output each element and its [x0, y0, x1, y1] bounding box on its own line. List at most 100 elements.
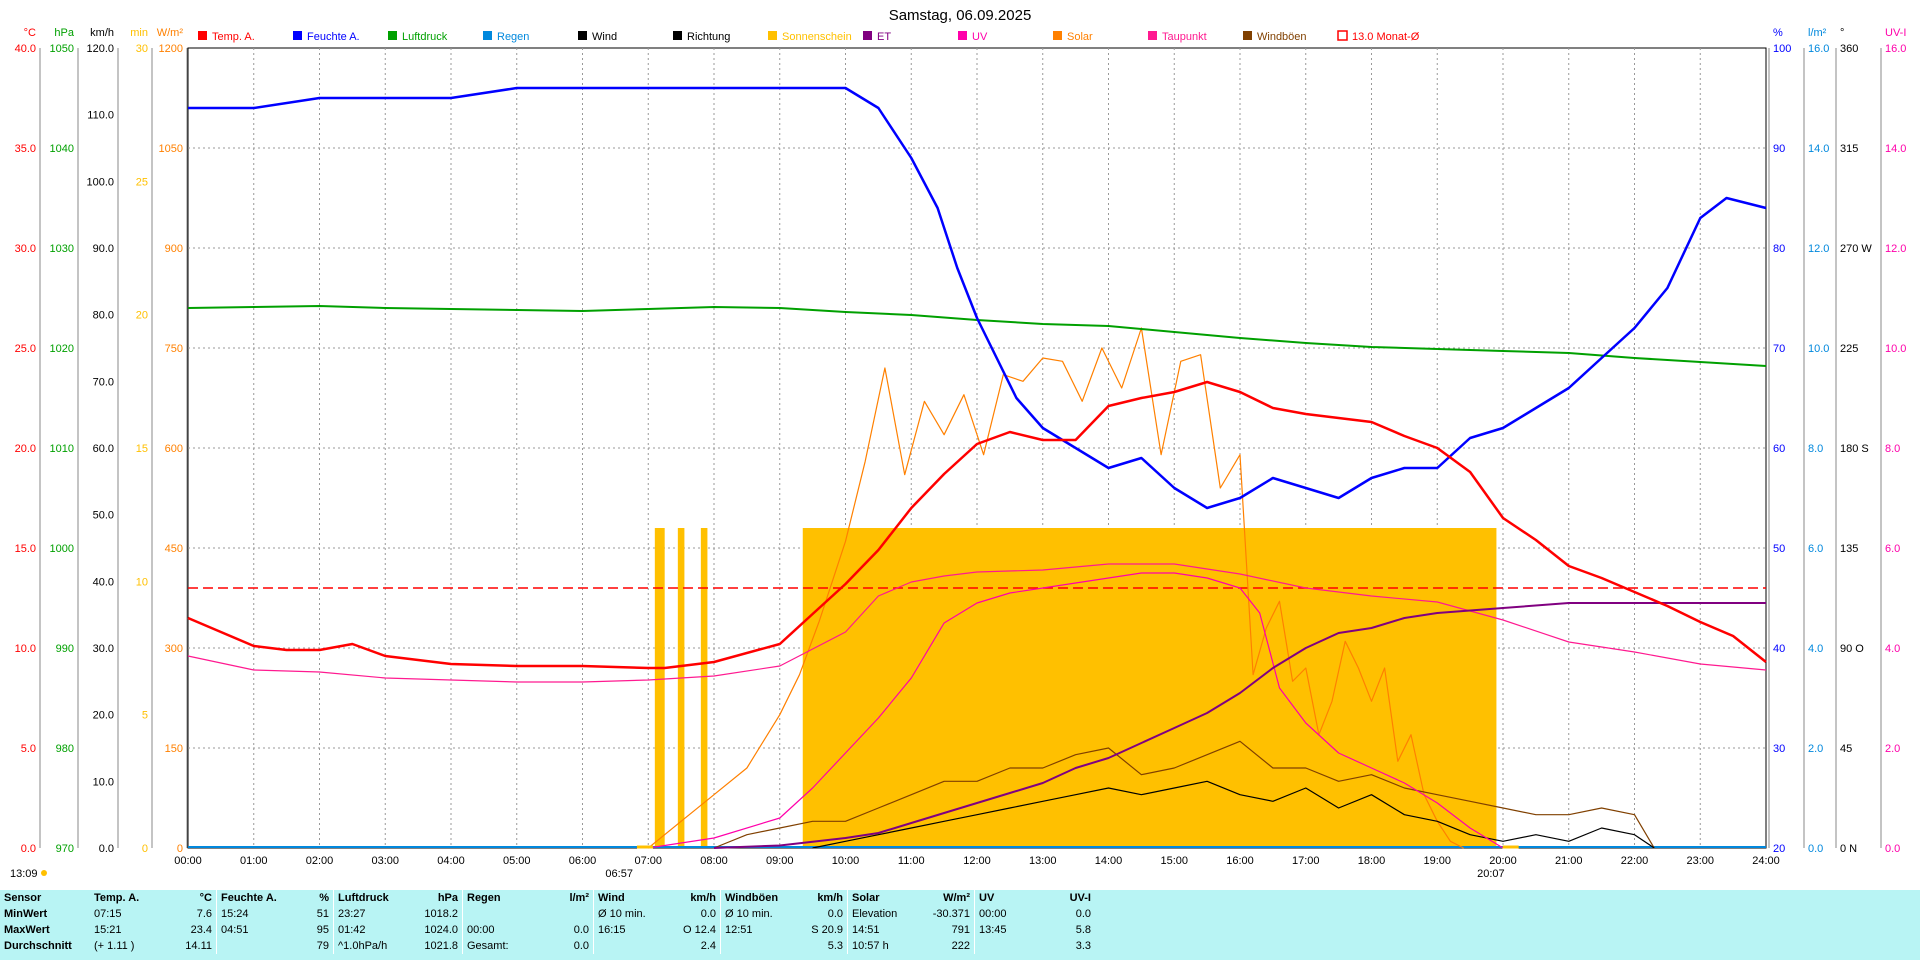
y-tick-label: 1030 — [50, 243, 74, 255]
x-tick-label: 17:00 — [1292, 855, 1320, 867]
hum-avg-time — [216, 938, 295, 954]
y-tick-label: 60 — [1773, 443, 1785, 455]
x-tick-label: 12:00 — [963, 855, 991, 867]
hdr-wind: Wind — [593, 890, 662, 906]
legend-label: Richtung — [687, 31, 730, 43]
legend-swatch — [1148, 31, 1157, 40]
temp-max-time: 15:21 — [94, 924, 122, 936]
hdr-hum: Feuchte A. — [216, 890, 295, 906]
y-tick-label: 180 S — [1840, 443, 1869, 455]
weather-chart: Samstag, 06.09.2025 Temp. A. Feuchte A. Lu… — [10, 7, 1907, 880]
legend-label: ET — [877, 31, 891, 43]
y-tick-label: 2.0 — [1885, 743, 1900, 755]
y-tick-label: 1020 — [50, 343, 74, 355]
hdr-gust-unit: km/h — [817, 892, 843, 904]
y-tick-label: 270 W — [1840, 243, 1872, 255]
press-min-value: 1018.2 — [424, 908, 458, 920]
gust-max-time: 12:51 — [720, 922, 789, 938]
x-tick-label: 15:00 — [1160, 855, 1188, 867]
stats-row-max: MaxWert 15:21 23.4 04:51 95 01:42 1024.0… — [0, 922, 1095, 938]
y-axis-unit: hPa — [54, 27, 74, 39]
sunshine-bar — [654, 528, 665, 848]
y-tick-label: 30.0 — [15, 243, 36, 255]
x-tick-label: 00:00 — [174, 855, 202, 867]
temp-series — [187, 380, 1767, 670]
stats-header-row: Sensor Temp. A. °C Feuchte A. % Luftdruc… — [0, 890, 1095, 906]
sunshine-bar — [677, 528, 685, 848]
time-markers: 06:57 20:07 13:09 — [10, 845, 1519, 880]
y-tick-label: 0 — [177, 843, 183, 855]
y-tick-label: 6.0 — [1808, 543, 1823, 555]
legend-swatch — [1053, 31, 1062, 40]
x-tick-label: 10:00 — [832, 855, 860, 867]
y-tick-label: 15 — [136, 443, 148, 455]
hdr-temp-unit: °C — [199, 892, 212, 904]
legend-swatch — [863, 31, 872, 40]
x-tick-label: 07:00 — [634, 855, 662, 867]
y-tick-label: 90 O — [1840, 643, 1864, 655]
solar-min-time: Elevation — [847, 906, 916, 922]
y-tick-label: 12.0 — [1808, 243, 1829, 255]
current-time: 13:09 — [10, 868, 38, 880]
chart-axes: 00:00 01:00 02:00 03:00 04:00 05:00 06:00 07:00… — [15, 27, 1907, 867]
x-tick-label: 09:00 — [766, 855, 794, 867]
hum-max-value: 95 — [316, 924, 329, 936]
wind-avg-time — [593, 938, 662, 954]
y-axis-unit: UV-I — [1885, 27, 1906, 39]
y-tick-label: 1050 — [159, 143, 183, 155]
y-tick-label: 25.0 — [15, 343, 36, 355]
y-tick-label: 30 — [136, 43, 148, 55]
y-tick-label: 20.0 — [93, 710, 114, 722]
hdr-rain-unit: l/m² — [569, 892, 589, 904]
stats-panel: Sensor Temp. A. °C Feuchte A. % Luftdruc… — [0, 890, 1920, 960]
solar-avg-value: 222 — [951, 940, 970, 952]
legend-swatch — [198, 31, 207, 40]
stats-table: Sensor Temp. A. °C Feuchte A. % Luftdruc… — [0, 890, 1095, 954]
temp-avg-value: 14.11 — [185, 940, 212, 952]
wind-min-value: 0.0 — [700, 908, 716, 920]
y-tick-label: 12.0 — [1885, 243, 1906, 255]
y-tick-label: 16.0 — [1885, 43, 1906, 55]
y-tick-label: 14.0 — [1808, 143, 1829, 155]
y-tick-label: 30.0 — [93, 643, 114, 655]
x-tick-label: 21:00 — [1555, 855, 1583, 867]
y-tick-label: 1050 — [50, 43, 74, 55]
solar-min-value: -30.371 — [932, 908, 970, 920]
hdr-sensor: Sensor — [4, 892, 42, 904]
legend-label: Wind — [592, 31, 617, 43]
y-tick-label: 1010 — [50, 443, 74, 455]
y-tick-label: 40.0 — [15, 43, 36, 55]
legend-label: Windböen — [1257, 31, 1307, 43]
y-tick-label: 8.0 — [1808, 443, 1823, 455]
hdr-press-unit: hPa — [437, 892, 458, 904]
press-min-time: 23:27 — [333, 906, 404, 922]
y-tick-label: 20 — [1773, 843, 1785, 855]
current-sun-icon — [41, 870, 47, 876]
y-tick-label: 100.0 — [86, 176, 114, 188]
y-tick-label: 25 — [136, 176, 148, 188]
y-tick-label: 10.0 — [93, 776, 114, 788]
temp-avg-time: (+ 1.11 ) — [94, 940, 135, 952]
hdr-solar-unit: W/m² — [943, 892, 970, 904]
x-tick-label: 18:00 — [1358, 855, 1386, 867]
x-tick-label: 23:00 — [1686, 855, 1714, 867]
x-tick-label: 16:00 — [1226, 855, 1254, 867]
legend-label: UV — [972, 31, 988, 43]
x-tick-label: 01:00 — [240, 855, 268, 867]
y-axis-unit: min — [130, 27, 148, 39]
legend-swatch — [958, 31, 967, 40]
y-tick-label: 0.0 — [21, 843, 36, 855]
humidity-series — [188, 86, 1767, 510]
y-tick-label: 35.0 — [15, 143, 36, 155]
temp-min-value: 7.6 — [196, 908, 212, 920]
y-tick-label: 5.0 — [21, 743, 36, 755]
dewpoint-series — [187, 563, 1767, 683]
legend-label: Sonnenschein — [782, 31, 852, 43]
chart-title: Samstag, 06.09.2025 — [889, 7, 1032, 24]
y-tick-label: 100 — [1773, 43, 1791, 55]
row-label: MinWert — [4, 908, 48, 920]
y-tick-label: 10.0 — [15, 643, 36, 655]
x-tick-label: 11:00 — [898, 855, 925, 867]
temp-max-value: 23.4 — [190, 924, 212, 936]
sunset-time: 20:07 — [1477, 868, 1505, 880]
